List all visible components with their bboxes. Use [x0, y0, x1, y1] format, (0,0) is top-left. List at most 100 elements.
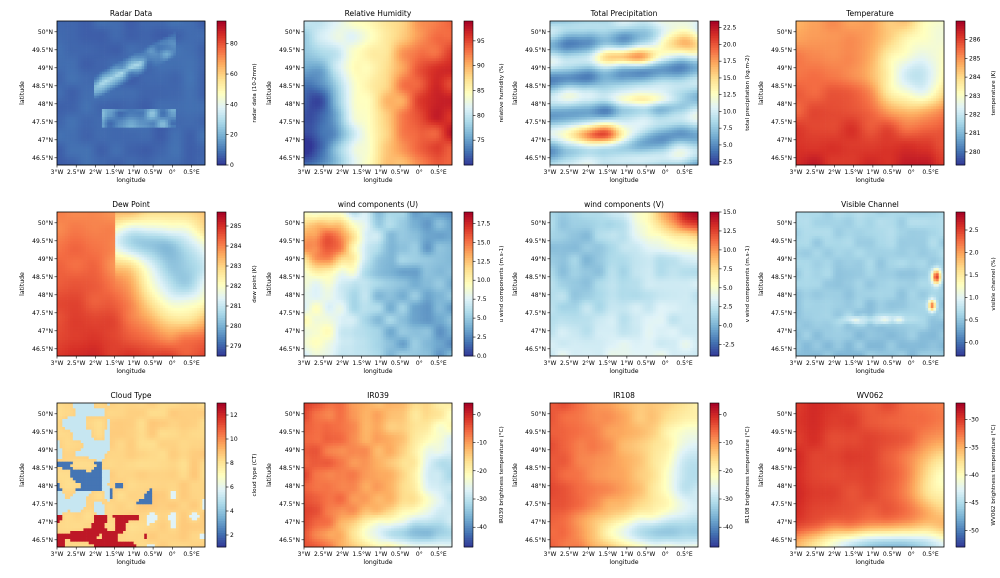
heatmap-cell — [72, 95, 76, 99]
heatmap-cell — [441, 53, 445, 57]
heatmap-cell — [415, 85, 418, 89]
heatmap-cell — [125, 114, 129, 118]
heatmap-cell — [441, 93, 445, 97]
heatmap-cell — [194, 159, 198, 163]
heatmap-cell — [370, 50, 374, 54]
heatmap-cell — [112, 58, 116, 62]
heatmap-cell — [154, 31, 158, 35]
heatmap-cell — [104, 42, 108, 46]
x-tick-label: 2.5°W — [67, 169, 86, 176]
heatmap-cell — [138, 106, 142, 110]
heatmap-cell — [330, 63, 334, 67]
heatmap-cell — [138, 130, 142, 134]
heatmap-cell — [91, 82, 95, 86]
heatmap-cell — [72, 98, 76, 102]
heatmap-cell — [86, 26, 90, 30]
heatmap-cell — [62, 103, 66, 107]
heatmap-cell — [96, 141, 100, 145]
heatmap-cell — [88, 98, 92, 102]
heatmap-cell — [189, 45, 193, 49]
heatmap-cell — [173, 37, 177, 41]
heatmap-cell — [136, 111, 140, 115]
heatmap-cell — [109, 42, 113, 46]
heatmap-cell — [112, 90, 116, 94]
heatmap-cell — [396, 74, 400, 78]
heatmap-cell — [433, 23, 437, 27]
heatmap-cell — [99, 34, 103, 38]
heatmap-cell — [396, 77, 400, 81]
heatmap-cell — [327, 55, 331, 59]
heatmap-cell — [173, 31, 177, 35]
heatmap-cell — [101, 31, 105, 35]
heatmap-cell — [123, 127, 127, 131]
heatmap-cell — [91, 42, 95, 46]
heatmap-cell — [138, 61, 142, 65]
heatmap-cell — [319, 98, 323, 102]
heatmap-cell — [202, 45, 206, 49]
heatmap-cell — [138, 63, 142, 67]
heatmap-cell — [149, 53, 153, 57]
heatmap-cell — [125, 109, 129, 113]
heatmap-cell — [109, 162, 113, 166]
heatmap-cell — [189, 133, 193, 137]
heatmap-cell — [304, 29, 307, 33]
heatmap-cell — [304, 31, 307, 35]
heatmap-cell — [311, 85, 315, 89]
heatmap-cell — [393, 103, 397, 107]
heatmap-cell — [107, 101, 111, 105]
heatmap-cell — [325, 63, 329, 67]
heatmap-cell — [189, 149, 193, 153]
heatmap-cell — [86, 133, 90, 137]
heatmap-cell — [333, 79, 337, 83]
heatmap-cell — [314, 39, 318, 43]
heatmap-cell — [367, 87, 371, 91]
heatmap-cell — [109, 154, 113, 158]
heatmap-cell — [117, 141, 121, 145]
heatmap-cell — [367, 66, 371, 70]
heatmap-cell — [311, 87, 315, 91]
heatmap-cell — [417, 71, 421, 75]
heatmap-cell — [107, 143, 111, 147]
heatmap-cell — [202, 141, 206, 145]
heatmap-cell — [57, 151, 60, 155]
heatmap-cell — [178, 47, 182, 51]
heatmap-cell — [62, 82, 66, 86]
heatmap-cell — [186, 90, 190, 94]
heatmap-cell — [362, 53, 366, 57]
heatmap-cell — [441, 39, 445, 43]
colorbar-segment — [217, 71, 226, 75]
heatmap-cell — [123, 47, 127, 51]
heatmap-cell — [370, 39, 374, 43]
heatmap-cell — [157, 135, 161, 139]
heatmap-cell — [343, 39, 347, 43]
heatmap-cell — [354, 98, 358, 102]
heatmap-cell — [191, 114, 195, 118]
heatmap-cell — [104, 106, 108, 110]
heatmap-cell — [62, 47, 66, 51]
heatmap-cell — [191, 66, 195, 70]
heatmap-cell — [91, 21, 95, 25]
heatmap-cell — [393, 101, 397, 105]
heatmap-cell — [372, 26, 376, 30]
heatmap-cell — [396, 66, 400, 70]
heatmap-cell — [115, 63, 119, 67]
heatmap-cell — [115, 101, 119, 105]
heatmap-cell — [83, 87, 87, 91]
heatmap-cell — [333, 45, 337, 49]
heatmap-cell — [117, 85, 121, 89]
heatmap-cell — [75, 53, 79, 57]
heatmap-cell — [380, 58, 384, 62]
colorbar-segment — [217, 133, 226, 137]
heatmap-cell — [165, 157, 169, 161]
heatmap-cell — [80, 151, 84, 155]
heatmap-cell — [306, 82, 310, 86]
heatmap-cell — [112, 103, 116, 107]
heatmap-cell — [128, 39, 132, 43]
heatmap-cell — [112, 31, 116, 35]
heatmap-cell — [327, 23, 331, 27]
heatmap-cell — [319, 90, 323, 94]
heatmap-cell — [351, 101, 355, 105]
heatmap-cell — [101, 63, 105, 67]
heatmap-cell — [168, 74, 171, 78]
heatmap-cell — [202, 143, 206, 147]
